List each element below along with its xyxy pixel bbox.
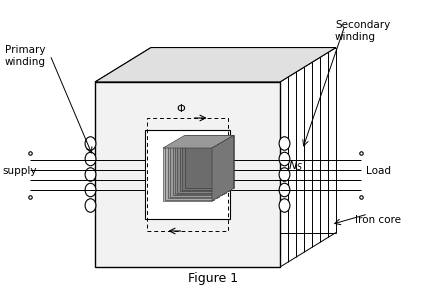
Polygon shape (95, 47, 336, 82)
Ellipse shape (85, 183, 96, 197)
Bar (177, 140, 226, 193)
Bar (95, 82, 280, 267)
Ellipse shape (85, 152, 96, 166)
Ellipse shape (279, 137, 290, 150)
Bar (173, 142, 222, 195)
Bar (180, 138, 229, 191)
Text: Primary
winding: Primary winding (5, 45, 46, 67)
Text: Figure 1: Figure 1 (188, 272, 238, 285)
Ellipse shape (279, 183, 290, 197)
Bar (147, 118, 228, 231)
Ellipse shape (279, 199, 290, 212)
Text: $\Phi$: $\Phi$ (176, 102, 186, 114)
Text: Secondary
winding: Secondary winding (335, 20, 390, 42)
Bar (170, 144, 219, 197)
Text: $N_P$: $N_P$ (103, 180, 118, 194)
Polygon shape (212, 135, 233, 201)
Text: Load: Load (366, 166, 391, 176)
Ellipse shape (279, 168, 290, 181)
Ellipse shape (85, 168, 96, 181)
Ellipse shape (85, 137, 96, 150)
Text: $N_S$: $N_S$ (288, 160, 303, 173)
Polygon shape (163, 135, 233, 148)
Text: supply: supply (2, 166, 37, 176)
Bar (165, 147, 214, 200)
Text: Iron core: Iron core (355, 215, 401, 225)
Bar (145, 130, 230, 219)
Bar (182, 137, 231, 190)
Bar (168, 145, 217, 198)
Ellipse shape (85, 199, 96, 212)
Bar (163, 148, 212, 201)
Bar (175, 141, 224, 194)
Ellipse shape (279, 152, 290, 166)
Bar (184, 135, 233, 189)
